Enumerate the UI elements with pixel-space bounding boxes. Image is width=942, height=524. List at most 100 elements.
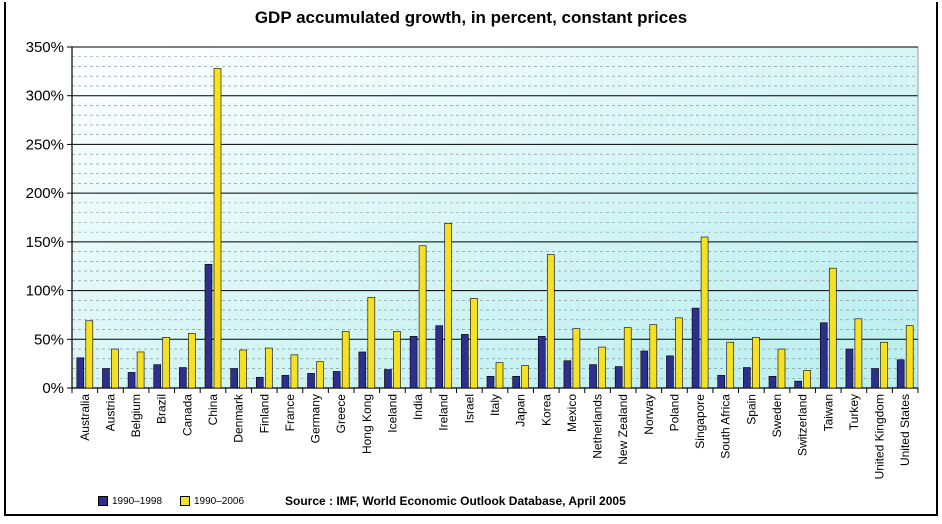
x-tick-label: Italy xyxy=(488,394,502,416)
bar-1-mexico xyxy=(563,360,572,389)
bar-1-new-zealand xyxy=(614,366,623,389)
chart-frame xyxy=(4,2,938,516)
bar-1-italy xyxy=(486,376,495,389)
bar-1-china xyxy=(204,263,213,389)
x-tick-label: Sweden xyxy=(770,394,784,437)
bar-1-norway xyxy=(640,350,649,389)
bar-1-austria xyxy=(102,368,110,389)
plot-background xyxy=(72,47,918,388)
bar-1-india xyxy=(409,336,418,389)
bar-2-denmark xyxy=(239,349,247,389)
bar-2-norway xyxy=(649,324,658,389)
x-tick-label: Korea xyxy=(539,394,553,426)
bar-2-hong-kong xyxy=(367,297,376,389)
bar-1-australia xyxy=(76,357,85,389)
x-tick-label: Singapore xyxy=(693,394,707,449)
bar-1-canada xyxy=(179,367,187,389)
bar-1-sweden xyxy=(768,376,777,389)
bar-1-united-states xyxy=(896,359,905,389)
bar-2-austria xyxy=(111,348,119,389)
bar-1-netherlands xyxy=(589,364,597,389)
x-tick-label: Hong Kong xyxy=(360,394,374,454)
source-note: Source : IMF, World Economic Outlook Dat… xyxy=(285,494,626,508)
bar-2-sweden xyxy=(777,348,786,389)
x-tick-label: Taiwan xyxy=(821,394,835,431)
x-tick-label: Australia xyxy=(78,394,92,441)
x-tick-label: United Kingdom xyxy=(873,394,887,479)
plot-area: 0% 50% 100% 150% 200% 250% 300% 350% Australia Au… xyxy=(26,39,919,479)
x-tick-label: Turkey xyxy=(847,394,861,430)
bar-1-denmark xyxy=(230,368,238,389)
bar-1-south-africa xyxy=(717,375,726,389)
legend-item-series-2: 1990–2006 xyxy=(180,494,244,508)
x-tick-label: France xyxy=(283,394,297,432)
x-tick-label: Canada xyxy=(180,394,194,436)
bar-1-switzerland xyxy=(794,380,802,389)
bar-1-korea xyxy=(537,336,546,389)
x-tick-label: China xyxy=(206,394,220,426)
legend-swatch-series-2 xyxy=(180,496,190,506)
bar-2-united-kingdom xyxy=(880,341,888,389)
x-tick-label: Germany xyxy=(309,394,323,443)
bar-2-new-zealand xyxy=(623,327,632,389)
x-tick-label: Netherlands xyxy=(591,394,605,459)
bar-2-poland xyxy=(675,317,683,389)
legend-label-series-2: 1990–2006 xyxy=(194,495,245,507)
bar-2-south-africa xyxy=(726,341,735,389)
y-tick-label: 200% xyxy=(26,185,64,202)
bar-2-switzerland xyxy=(803,370,811,389)
x-tick-label: Switzerland xyxy=(796,394,810,456)
bar-1-brazil xyxy=(153,364,162,389)
x-tick-label: United States xyxy=(898,394,912,466)
x-tick-label: South Africa xyxy=(719,394,733,459)
bar-1-germany xyxy=(307,373,315,389)
bar-2-greece xyxy=(341,331,350,389)
x-tick-label: New Zealand xyxy=(616,394,630,465)
legend-swatch-series-1 xyxy=(98,496,108,506)
bar-2-united-states xyxy=(905,325,914,389)
y-tick-label: 150% xyxy=(26,234,64,251)
legend-item-series-1: 1990–1998 xyxy=(98,494,162,508)
bar-2-turkey xyxy=(854,318,863,389)
x-tick-label: Iceland xyxy=(385,394,399,433)
bar-2-ireland xyxy=(444,223,453,389)
x-tick-label: Spain xyxy=(744,394,758,425)
bar-1-france xyxy=(281,375,290,389)
bar-1-poland xyxy=(666,355,674,389)
x-tick-label: Poland xyxy=(667,394,681,431)
x-tick-label: Ireland xyxy=(437,394,451,431)
bar-2-singapore xyxy=(700,236,709,389)
bar-1-hong-kong xyxy=(358,351,367,389)
bar-2-germany xyxy=(316,361,324,389)
bar-1-spain xyxy=(743,367,751,389)
bar-2-finland xyxy=(264,347,273,389)
y-tick-label: 50% xyxy=(34,331,64,348)
y-tick-label: 250% xyxy=(26,136,64,153)
y-tick-label: 0% xyxy=(42,380,64,397)
legend-label-series-1: 1990–1998 xyxy=(112,495,163,507)
bar-1-belgium xyxy=(127,372,136,389)
y-tick-label: 100% xyxy=(26,283,64,300)
x-tick-label: India xyxy=(411,394,425,420)
bar-1-finland xyxy=(255,376,264,389)
bar-2-netherlands xyxy=(598,346,606,389)
bar-1-taiwan xyxy=(819,322,828,389)
x-tick-label: Mexico xyxy=(565,394,579,432)
bar-2-taiwan xyxy=(828,267,837,389)
bar-2-india xyxy=(418,245,427,389)
x-tick-label: Finland xyxy=(257,394,271,433)
bar-2-israel xyxy=(470,298,478,389)
x-tick-label: Israel xyxy=(462,394,476,423)
chart-title: GDP accumulated growth, in percent, cons… xyxy=(254,8,688,27)
bar-2-italy xyxy=(495,362,504,389)
bar-1-israel xyxy=(461,334,469,389)
y-tick-label: 350% xyxy=(26,39,64,56)
x-tick-label: Norway xyxy=(642,394,656,435)
y-tick-label: 300% xyxy=(26,88,64,105)
x-tick-label: Japan xyxy=(514,394,528,427)
x-tick-label: Brazil xyxy=(155,394,169,424)
bar-2-brazil xyxy=(162,337,171,389)
bar-2-belgium xyxy=(136,351,145,389)
bar-2-canada xyxy=(188,333,196,389)
bar-1-iceland xyxy=(384,369,392,389)
